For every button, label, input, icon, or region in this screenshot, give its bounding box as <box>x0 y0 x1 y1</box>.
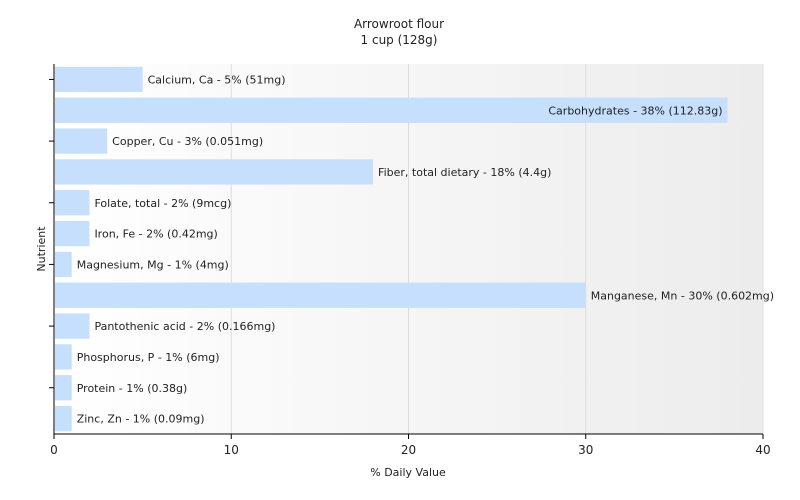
bar-data-label: Pantothenic acid - 2% (0.166mg) <box>94 320 275 333</box>
bar <box>55 282 586 308</box>
bar-data-label: Iron, Fe - 2% (0.42mg) <box>94 228 217 241</box>
bar <box>55 344 72 370</box>
bar-data-label: Magnesium, Mg - 1% (4mg) <box>77 258 229 271</box>
bar-data-label: Manganese, Mn - 30% (0.602mg) <box>591 289 774 302</box>
x-axis-label: % Daily Value <box>370 466 446 479</box>
bar-data-label: Fiber, total dietary - 18% (4.4g) <box>378 166 551 179</box>
chart-subtitle: 1 cup (128g) <box>361 33 438 47</box>
ticks: 0 10 20 30 40 <box>49 78 771 457</box>
y-axis-label: Nutrient <box>35 226 48 272</box>
bar <box>55 220 90 247</box>
bar-data-label: Copper, Cu - 3% (0.051mg) <box>112 135 263 148</box>
bar <box>55 405 72 432</box>
bar <box>55 313 90 339</box>
chart-title: Arrowroot flour <box>354 17 444 31</box>
bar-data-label: Phosphorus, P - 1% (6mg) <box>77 351 220 364</box>
bar-labels: Calcium, Ca - 5% (51mg) Carbohydrates - 3… <box>77 73 774 425</box>
bar <box>55 128 108 154</box>
bar-data-label: Protein - 1% (0.38g) <box>77 382 188 395</box>
bar <box>55 97 728 123</box>
bar-data-label: Folate, total - 2% (9mcg) <box>94 197 231 210</box>
x-tick-label: 40 <box>755 443 770 457</box>
bar <box>55 190 90 216</box>
gridlines <box>230 64 764 434</box>
x-tick-label: 30 <box>578 443 593 457</box>
bars <box>55 66 728 432</box>
x-tick-label: 0 <box>50 443 58 457</box>
bar <box>55 66 143 93</box>
x-tick-label: 20 <box>401 443 416 457</box>
x-tick-label: 10 <box>224 443 239 457</box>
bar <box>55 159 374 185</box>
bar <box>55 375 72 401</box>
bar-data-label: Carbohydrates - 38% (112.83g) <box>548 104 722 117</box>
bar <box>55 251 72 278</box>
bar-data-label: Calcium, Ca - 5% (51mg) <box>148 73 286 86</box>
bar-data-label: Zinc, Zn - 1% (0.09mg) <box>77 413 205 426</box>
